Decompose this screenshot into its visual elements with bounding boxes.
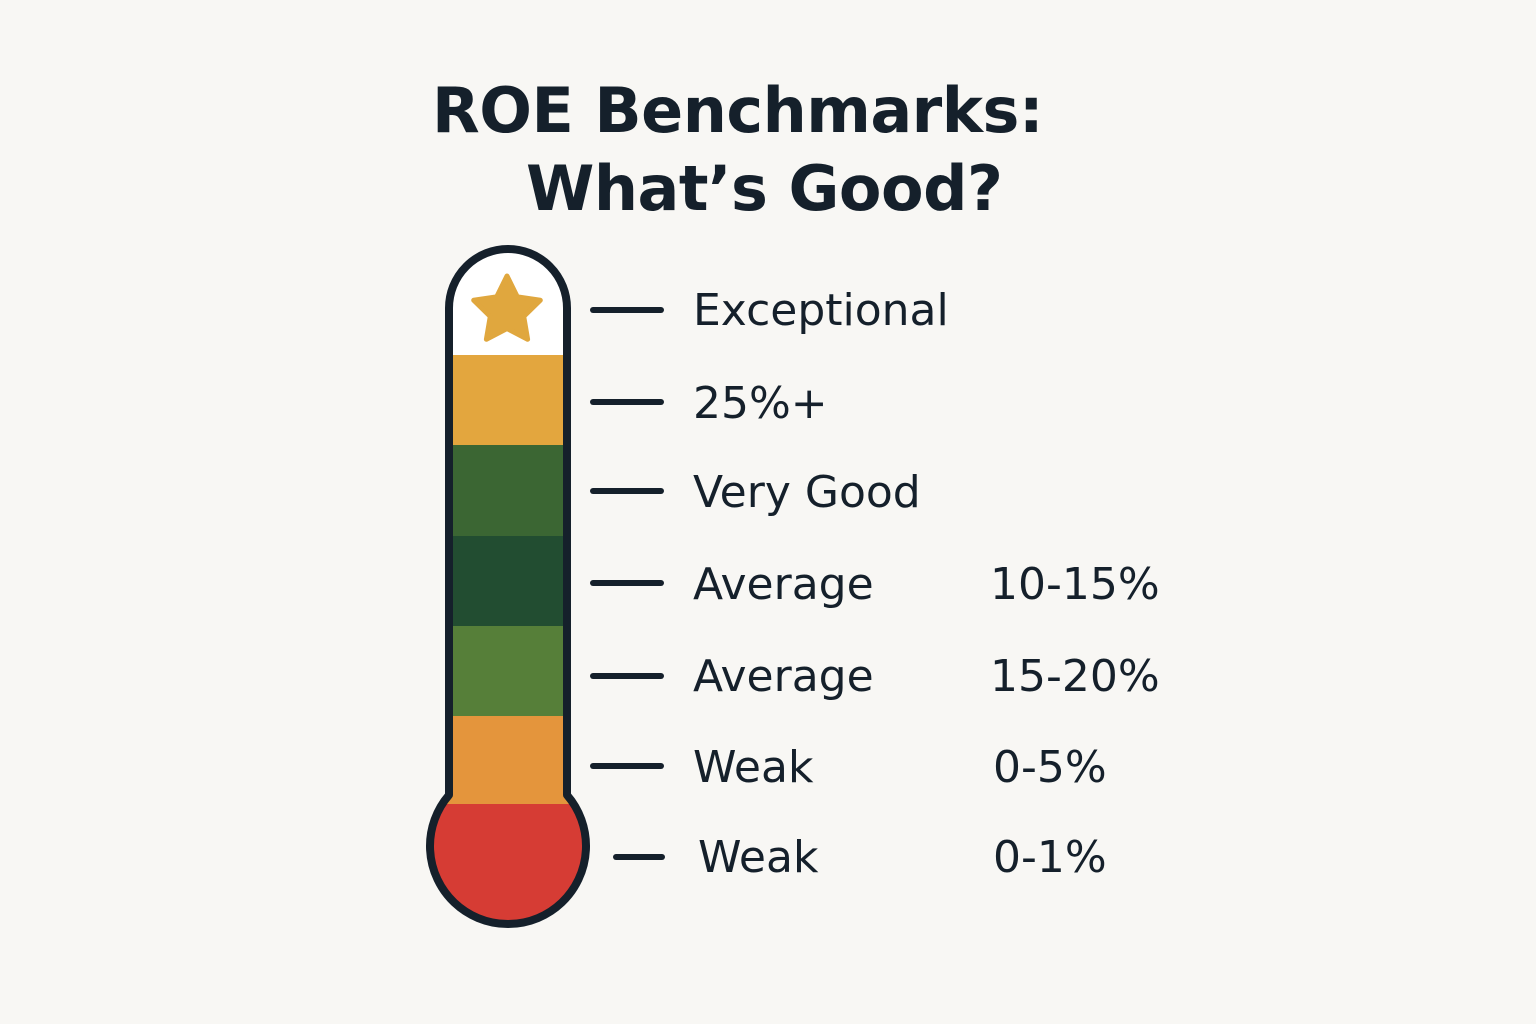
segment-gold [430, 355, 586, 445]
segment-darkest-green [430, 536, 586, 626]
benchmark-label: Average [693, 651, 874, 702]
segment-dark-green [430, 445, 586, 536]
tick-mark [590, 580, 664, 586]
title-line-1: ROE Benchmarks: [432, 74, 1044, 147]
segment-orange [430, 716, 586, 804]
thermometer-outline [426, 245, 590, 928]
benchmark-value: 10-15% [990, 559, 1160, 610]
tick-mark [613, 854, 665, 860]
benchmark-value: 0-1% [993, 832, 1107, 883]
benchmark-label: Exceptional [693, 285, 949, 336]
benchmark-value: 15-20% [990, 651, 1160, 702]
tick-mark [590, 488, 664, 494]
benchmark-label: Very Good [693, 467, 921, 518]
benchmark-label: Weak [698, 832, 819, 883]
thermometer [426, 245, 590, 928]
benchmark-label: 25%+ [693, 378, 828, 429]
benchmark-label: Weak [693, 742, 814, 793]
segment-light-green [430, 626, 586, 716]
tick-mark [590, 307, 664, 313]
benchmark-value: 0-5% [993, 742, 1107, 793]
benchmark-label: Average [693, 559, 874, 610]
title-line-2: What’s Good? [526, 152, 1003, 225]
tick-mark [590, 673, 664, 679]
star-icon [471, 273, 543, 342]
tick-mark [590, 763, 664, 769]
tick-mark [590, 399, 664, 405]
